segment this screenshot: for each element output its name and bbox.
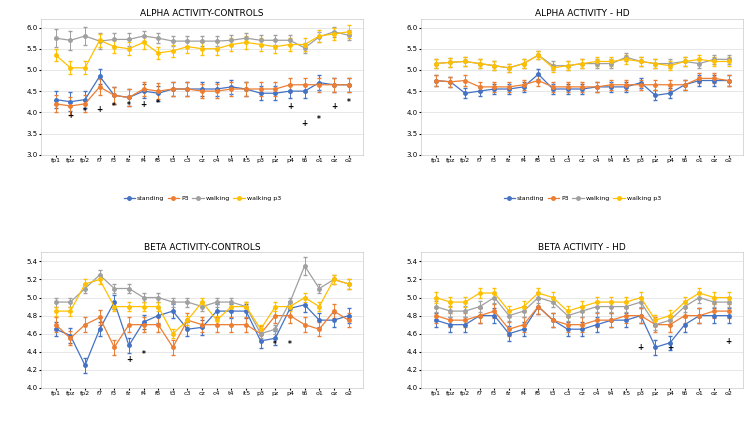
Text: *: * <box>288 340 292 349</box>
Title: BETA ACTIVITY - HD: BETA ACTIVITY - HD <box>539 243 626 251</box>
Text: +: + <box>302 120 308 128</box>
Title: BETA ACTIVITY-CONTROLS: BETA ACTIVITY-CONTROLS <box>144 243 261 251</box>
Text: +: + <box>638 343 644 352</box>
Text: *: * <box>142 350 146 359</box>
Text: +: + <box>140 100 146 109</box>
Text: *: * <box>273 340 277 349</box>
Text: +: + <box>125 355 132 365</box>
Text: +: + <box>287 103 293 112</box>
Text: *: * <box>127 101 131 110</box>
Text: *: * <box>347 98 350 107</box>
Text: *: * <box>112 103 117 112</box>
Text: *: * <box>83 107 87 116</box>
Text: *: * <box>347 318 350 326</box>
Title: ALPHA ACTIVITY - HD: ALPHA ACTIVITY - HD <box>535 9 630 18</box>
Text: +: + <box>667 343 673 352</box>
Text: +: + <box>96 105 103 114</box>
Text: +: + <box>331 103 337 112</box>
Text: +: + <box>725 338 732 346</box>
Text: +: + <box>67 111 73 120</box>
Text: *: * <box>156 99 160 108</box>
Title: ALPHA ACTIVITY-CONTROLS: ALPHA ACTIVITY-CONTROLS <box>140 9 264 18</box>
Text: *: * <box>317 115 321 124</box>
Legend: standing, P3, walking, walking p3: standing, P3, walking, walking p3 <box>123 196 281 201</box>
Legend: standing, P3, walking, walking p3: standing, P3, walking, walking p3 <box>503 196 661 201</box>
